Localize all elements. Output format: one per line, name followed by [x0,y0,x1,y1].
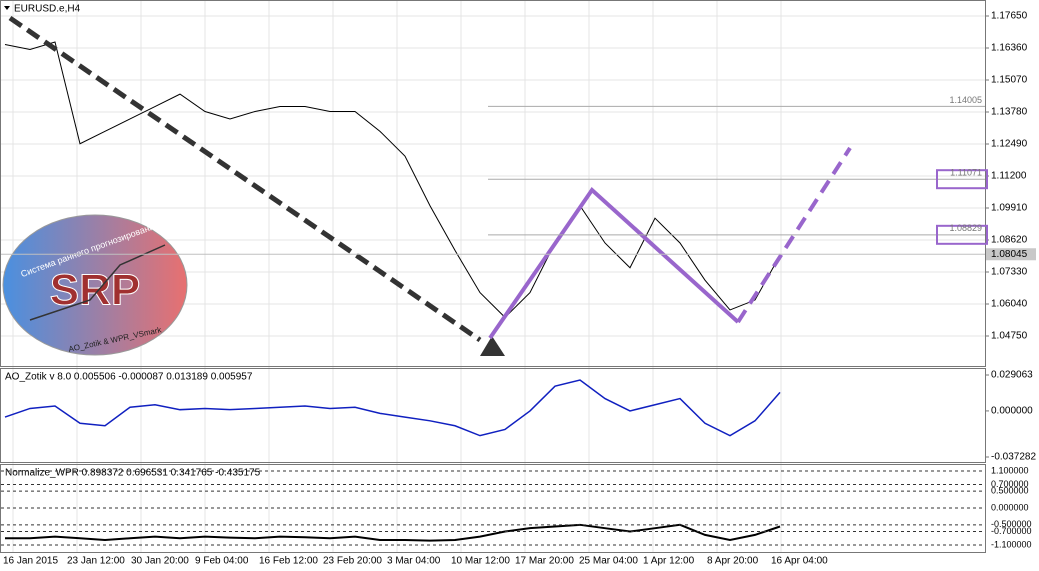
level-box [936,169,988,190]
menu-arrow[interactable] [4,6,10,10]
logo: SRP Система раннего прогнозирования AO_Z… [2,214,188,356]
time-label: 30 Jan 20:00 [131,556,189,567]
wpr-line [5,523,781,542]
wpr-tick-label: -0.500000 [991,519,1032,529]
ao-tick-label: 0.000000 [991,406,1033,417]
price-tick-label: 1.16360 [991,43,1028,54]
time-label: 3 Mar 04:00 [387,556,441,567]
wpr-tick-label: 0.700000 [991,479,1029,489]
price-tick-label: 1.15070 [991,75,1028,86]
wpr-tick-label: 0.000000 [991,502,1029,512]
time-label: 16 Apr 04:00 [771,556,828,567]
time-label: 23 Jan 12:00 [67,556,125,567]
logo-ellipse [2,214,188,356]
trend-arrow-head [480,336,505,356]
ao-line [4,379,781,437]
marks [4,41,781,542]
ao-tick-label: 0.029063 [991,370,1033,381]
price-tick-label: 1.12490 [991,139,1028,150]
pattern-line [488,186,740,340]
logo-arrow [29,244,166,321]
wpr-tick-label: -1.100000 [991,539,1032,549]
ao-tick-label: -0.037282 [991,452,1036,463]
wpr-panel [0,464,986,553]
wpr-tick-label: -0.700000 [991,526,1032,536]
time-label: 16 Feb 12:00 [259,556,318,567]
time-label: 25 Mar 04:00 [579,556,638,567]
price-tick-label: 1.17650 [991,11,1028,22]
price-tick-label: 1.08620 [991,235,1028,246]
time-label: 8 Apr 20:00 [707,556,759,567]
price-tick-label: 1.07330 [991,267,1028,278]
level-label: 1.08829 [949,223,982,233]
level-box [936,224,988,245]
time-label: 10 Mar 12:00 [451,556,510,567]
price-tick-label: 1.11200 [991,171,1027,182]
logo-title: SRP [50,266,140,315]
wpr-tick-label: 0.500000 [991,486,1029,496]
ao-title: AO_Zotik v 8.0 0.005506 -0.000087 0.0131… [5,372,253,383]
wpr-tick-label: 1.100000 [991,465,1029,475]
time-label: 23 Feb 20:00 [323,556,382,567]
level-label: 1.11071 [950,168,982,178]
main-panel [0,0,986,367]
wpr-title: Normalize_WPR 0.898372 0.696531 0.341765… [5,468,261,479]
price-tick-label: 1.13780 [991,107,1028,118]
ao-panel [0,368,986,463]
price-line [4,41,781,319]
level-label: 1.14005 [949,95,982,105]
trend-arrow [8,15,482,343]
price-tick-label: 1.06040 [991,299,1028,310]
price-tick-label: 1.09910 [991,203,1028,214]
time-label: 17 Mar 20:00 [515,556,574,567]
symbol-title: EURUSD.e,H4 [14,4,81,15]
projection-line [736,146,852,324]
time-label: 9 Feb 04:00 [195,556,249,567]
price-tick-label: 1.04750 [991,331,1028,342]
time-label: 16 Jan 2015 [3,556,58,567]
current-price-label: 1.08045 [991,249,1028,260]
time-label: 1 Apr 12:00 [643,556,695,567]
current-box [986,248,1036,261]
